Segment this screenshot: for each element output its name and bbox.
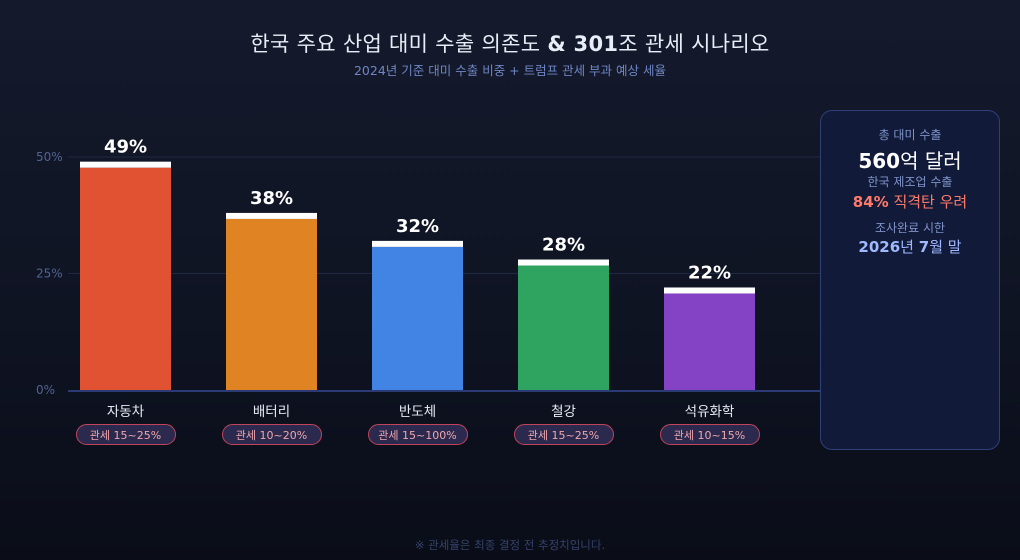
- footnote: ※ 관세율은 최종 결정 전 추정치입니다.: [414, 538, 606, 552]
- y-tick-label: 50%: [36, 150, 63, 164]
- deadline-month: 7: [918, 238, 930, 256]
- bar-cap: [80, 161, 171, 168]
- title-part-b: & 301: [547, 32, 619, 56]
- deadline-month-unit: 월 말: [929, 238, 962, 256]
- tariff-pill: 관세 15~25%: [513, 424, 614, 445]
- total-export-label: 총 대미 수출: [878, 128, 942, 142]
- bar-철강: [518, 265, 609, 390]
- bar-cap: [518, 259, 609, 266]
- bar-value-label: 38%: [250, 188, 293, 209]
- impact-text: 직격탄 우려: [888, 193, 968, 211]
- manufacturing-export-label: 한국 제조업 수출: [867, 175, 953, 189]
- bar-cap: [664, 287, 755, 294]
- deadline-year: 2026: [858, 238, 901, 256]
- deadline-value: 2026년 7월 말: [821, 236, 999, 257]
- chart-subtitle: 2024년 기준 대미 수출 비중 + 트럼프 관세 부과 예상 세율: [353, 63, 667, 78]
- y-tick-label: 25%: [36, 267, 63, 281]
- deadline-year-unit: 년: [900, 238, 919, 256]
- chart-title: 한국 주요 산업 대미 수출 의존도 & 301조 관세 시나리오: [0, 28, 1020, 58]
- bar-cap: [226, 212, 317, 219]
- category-label: 반도체: [399, 404, 436, 420]
- bar-value-label: 22%: [688, 262, 731, 283]
- summary-card: 총 대미 수출 560억 달러 한국 제조업 수출 84% 직격탄 우려 조사완…: [820, 110, 1000, 450]
- impact-percent: 84%: [852, 193, 889, 211]
- bar-석유화학: [664, 293, 755, 390]
- title-part-a: 한국 주요 산업 대미 수출 의존도: [250, 32, 548, 56]
- category-label: 석유화학: [685, 404, 735, 420]
- deadline-label: 조사완료 시한: [874, 221, 946, 235]
- total-export-value: 560억 달러: [821, 145, 999, 174]
- bar-배터리: [226, 218, 317, 390]
- impact-value: 84% 직격탄 우려: [821, 191, 999, 212]
- bar-value-label: 49%: [104, 137, 147, 158]
- tariff-pill: 관세 10~20%: [221, 424, 322, 445]
- bar-value-label: 28%: [542, 235, 585, 256]
- bar-반도체: [372, 246, 463, 390]
- bar-value-label: 32%: [396, 216, 439, 237]
- bar-cap: [372, 240, 463, 247]
- category-label: 철강: [551, 404, 576, 420]
- tariff-pill: 관세 15~25%: [75, 424, 176, 445]
- bar-자동차: [80, 167, 171, 390]
- tariff-pill: 관세 10~15%: [659, 424, 760, 445]
- y-tick-label: 0%: [36, 383, 55, 397]
- category-label: 자동차: [107, 404, 145, 420]
- total-export-number: 560: [858, 149, 901, 173]
- category-label: 배터리: [253, 404, 290, 420]
- title-part-c: 조 관세 시나리오: [618, 32, 770, 56]
- total-export-unit: 억 달러: [900, 149, 962, 173]
- tariff-pill: 관세 15~100%: [367, 424, 468, 445]
